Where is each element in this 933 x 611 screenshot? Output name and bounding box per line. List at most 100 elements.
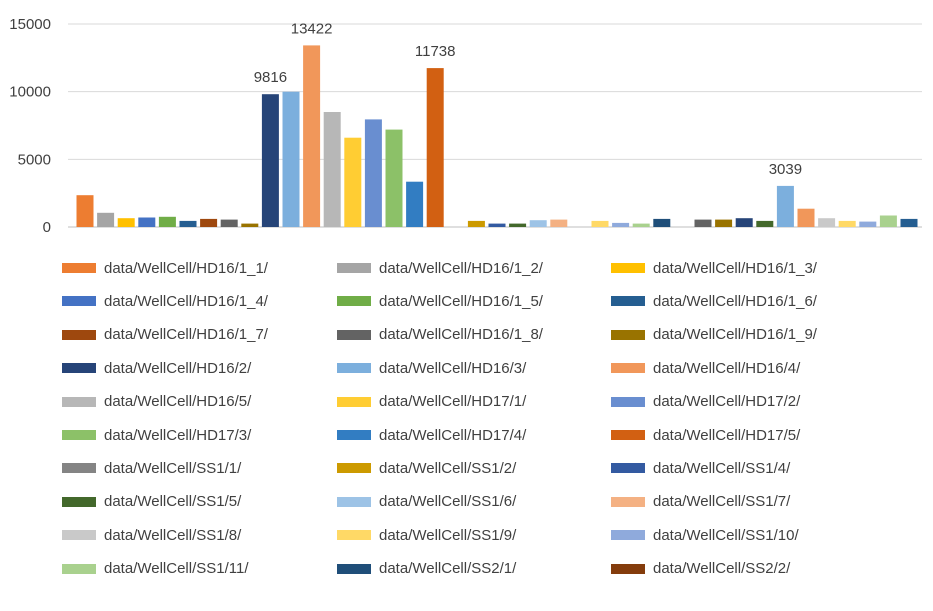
legend-label: data/WellCell/HD16/1_6/ bbox=[653, 292, 817, 310]
legend-label: data/WellCell/HD17/2/ bbox=[653, 393, 801, 411]
legend-item: data/WellCell/HD16/1_1/ bbox=[62, 258, 268, 278]
bar bbox=[797, 208, 815, 227]
bar bbox=[488, 223, 506, 227]
bar bbox=[179, 220, 197, 227]
legend: data/WellCell/HD16/1_1/data/WellCell/HD1… bbox=[0, 252, 933, 604]
bar bbox=[653, 218, 671, 227]
legend-swatch bbox=[337, 496, 371, 507]
bar bbox=[117, 218, 135, 227]
legend-swatch bbox=[611, 463, 645, 474]
bar bbox=[303, 45, 321, 228]
bar bbox=[838, 220, 856, 227]
legend-label: data/WellCell/HD16/1_3/ bbox=[653, 259, 817, 277]
data-label: 9816 bbox=[254, 69, 287, 86]
bar bbox=[776, 185, 794, 227]
legend-item: data/WellCell/SS1/10/ bbox=[611, 525, 799, 545]
legend-item: data/WellCell/HD16/5/ bbox=[62, 392, 251, 412]
bar bbox=[735, 218, 753, 227]
bar bbox=[612, 222, 630, 227]
legend-label: data/WellCell/SS1/5/ bbox=[104, 493, 242, 511]
legend-item: data/WellCell/SS2/1/ bbox=[337, 559, 516, 579]
legend-swatch bbox=[62, 296, 96, 307]
legend-label: data/WellCell/HD16/3/ bbox=[379, 359, 527, 377]
bar-chart: 0 5000 10000 15000 9816 13422 11738 3039 bbox=[9, 16, 922, 236]
bar bbox=[756, 220, 774, 227]
legend-swatch bbox=[337, 396, 371, 407]
legend-item: data/WellCell/SS1/11/ bbox=[62, 559, 249, 579]
legend-swatch bbox=[337, 296, 371, 307]
legend-item: data/WellCell/HD16/1_6/ bbox=[611, 291, 817, 311]
y-tick-label: 15000 bbox=[9, 16, 51, 33]
legend-item: data/WellCell/HD17/4/ bbox=[337, 425, 526, 445]
legend-label: data/WellCell/HD16/4/ bbox=[653, 359, 801, 377]
legend-swatch bbox=[611, 430, 645, 440]
bar bbox=[158, 216, 176, 227]
legend-label: data/WellCell/HD16/1_1/ bbox=[104, 259, 268, 277]
bar bbox=[694, 219, 712, 227]
legend-swatch bbox=[611, 363, 645, 374]
legend-label: data/WellCell/HD16/2/ bbox=[104, 359, 252, 377]
legend-item: data/WellCell/SS1/4/ bbox=[611, 458, 790, 478]
legend-swatch bbox=[62, 463, 96, 474]
bars bbox=[76, 45, 918, 228]
legend-swatch bbox=[62, 430, 96, 440]
bar bbox=[406, 181, 424, 227]
legend-swatch bbox=[62, 263, 96, 273]
legend-label: data/WellCell/HD16/1_9/ bbox=[653, 326, 817, 344]
legend-swatch bbox=[337, 363, 371, 374]
y-axis: 0 5000 10000 15000 bbox=[9, 16, 51, 236]
bar bbox=[220, 219, 238, 227]
bar bbox=[426, 68, 444, 227]
legend-item: data/WellCell/HD16/1_2/ bbox=[337, 258, 543, 278]
y-tick-label: 0 bbox=[43, 219, 51, 236]
legend-swatch bbox=[611, 396, 645, 407]
bar bbox=[282, 91, 300, 227]
bar bbox=[138, 217, 156, 227]
legend-swatch bbox=[611, 496, 645, 507]
legend-swatch bbox=[611, 530, 645, 541]
legend-label: data/WellCell/SS2/1/ bbox=[379, 560, 517, 578]
bar bbox=[467, 220, 485, 227]
data-labels: 9816 13422 11738 3039 bbox=[254, 20, 802, 178]
bar bbox=[364, 119, 382, 227]
legend-label: data/WellCell/SS1/2/ bbox=[379, 459, 517, 477]
bar bbox=[76, 195, 94, 227]
legend-item: data/WellCell/SS1/7/ bbox=[611, 492, 790, 512]
bar bbox=[200, 218, 218, 227]
legend-label: data/WellCell/HD16/1_8/ bbox=[379, 326, 543, 344]
legend-label: data/WellCell/HD17/1/ bbox=[379, 393, 527, 411]
legend-swatch bbox=[337, 530, 371, 541]
bar bbox=[632, 223, 650, 227]
legend-item: data/WellCell/SS2/2/ bbox=[611, 559, 790, 579]
legend-label: data/WellCell/SS1/7/ bbox=[653, 493, 791, 511]
legend-item: data/WellCell/HD16/1_7/ bbox=[62, 325, 268, 345]
legend-item: data/WellCell/HD16/4/ bbox=[611, 358, 800, 378]
legend-label: data/WellCell/HD16/5/ bbox=[104, 393, 252, 411]
bar bbox=[715, 219, 733, 227]
legend-label: data/WellCell/SS1/1/ bbox=[104, 459, 242, 477]
legend-item: data/WellCell/HD16/1_8/ bbox=[337, 325, 543, 345]
legend-item: data/WellCell/HD16/1_3/ bbox=[611, 258, 817, 278]
bar bbox=[550, 219, 568, 227]
legend-swatch bbox=[62, 363, 96, 374]
bar bbox=[529, 220, 547, 227]
legend-swatch bbox=[337, 463, 371, 474]
legend-label: data/WellCell/HD16/1_5/ bbox=[379, 292, 543, 310]
legend-item: data/WellCell/HD16/1_9/ bbox=[611, 325, 817, 345]
y-tick-label: 5000 bbox=[18, 151, 51, 168]
bar bbox=[509, 223, 527, 227]
legend-item: data/WellCell/SS1/2/ bbox=[337, 458, 516, 478]
legend-item: data/WellCell/HD17/5/ bbox=[611, 425, 800, 445]
legend-label: data/WellCell/HD17/3/ bbox=[104, 426, 252, 444]
bar bbox=[97, 212, 115, 227]
legend-label: data/WellCell/HD17/4/ bbox=[379, 426, 527, 444]
legend-item: data/WellCell/SS1/5/ bbox=[62, 492, 241, 512]
data-label: 11738 bbox=[415, 43, 456, 60]
y-tick-label: 10000 bbox=[9, 84, 51, 101]
legend-label: data/WellCell/SS1/6/ bbox=[379, 493, 517, 511]
data-label: 3039 bbox=[769, 161, 802, 178]
legend-label: data/WellCell/HD17/5/ bbox=[653, 426, 801, 444]
legend-label: data/WellCell/SS1/9/ bbox=[379, 526, 517, 544]
bar bbox=[859, 221, 877, 227]
legend-label: data/WellCell/SS2/2/ bbox=[653, 560, 791, 578]
